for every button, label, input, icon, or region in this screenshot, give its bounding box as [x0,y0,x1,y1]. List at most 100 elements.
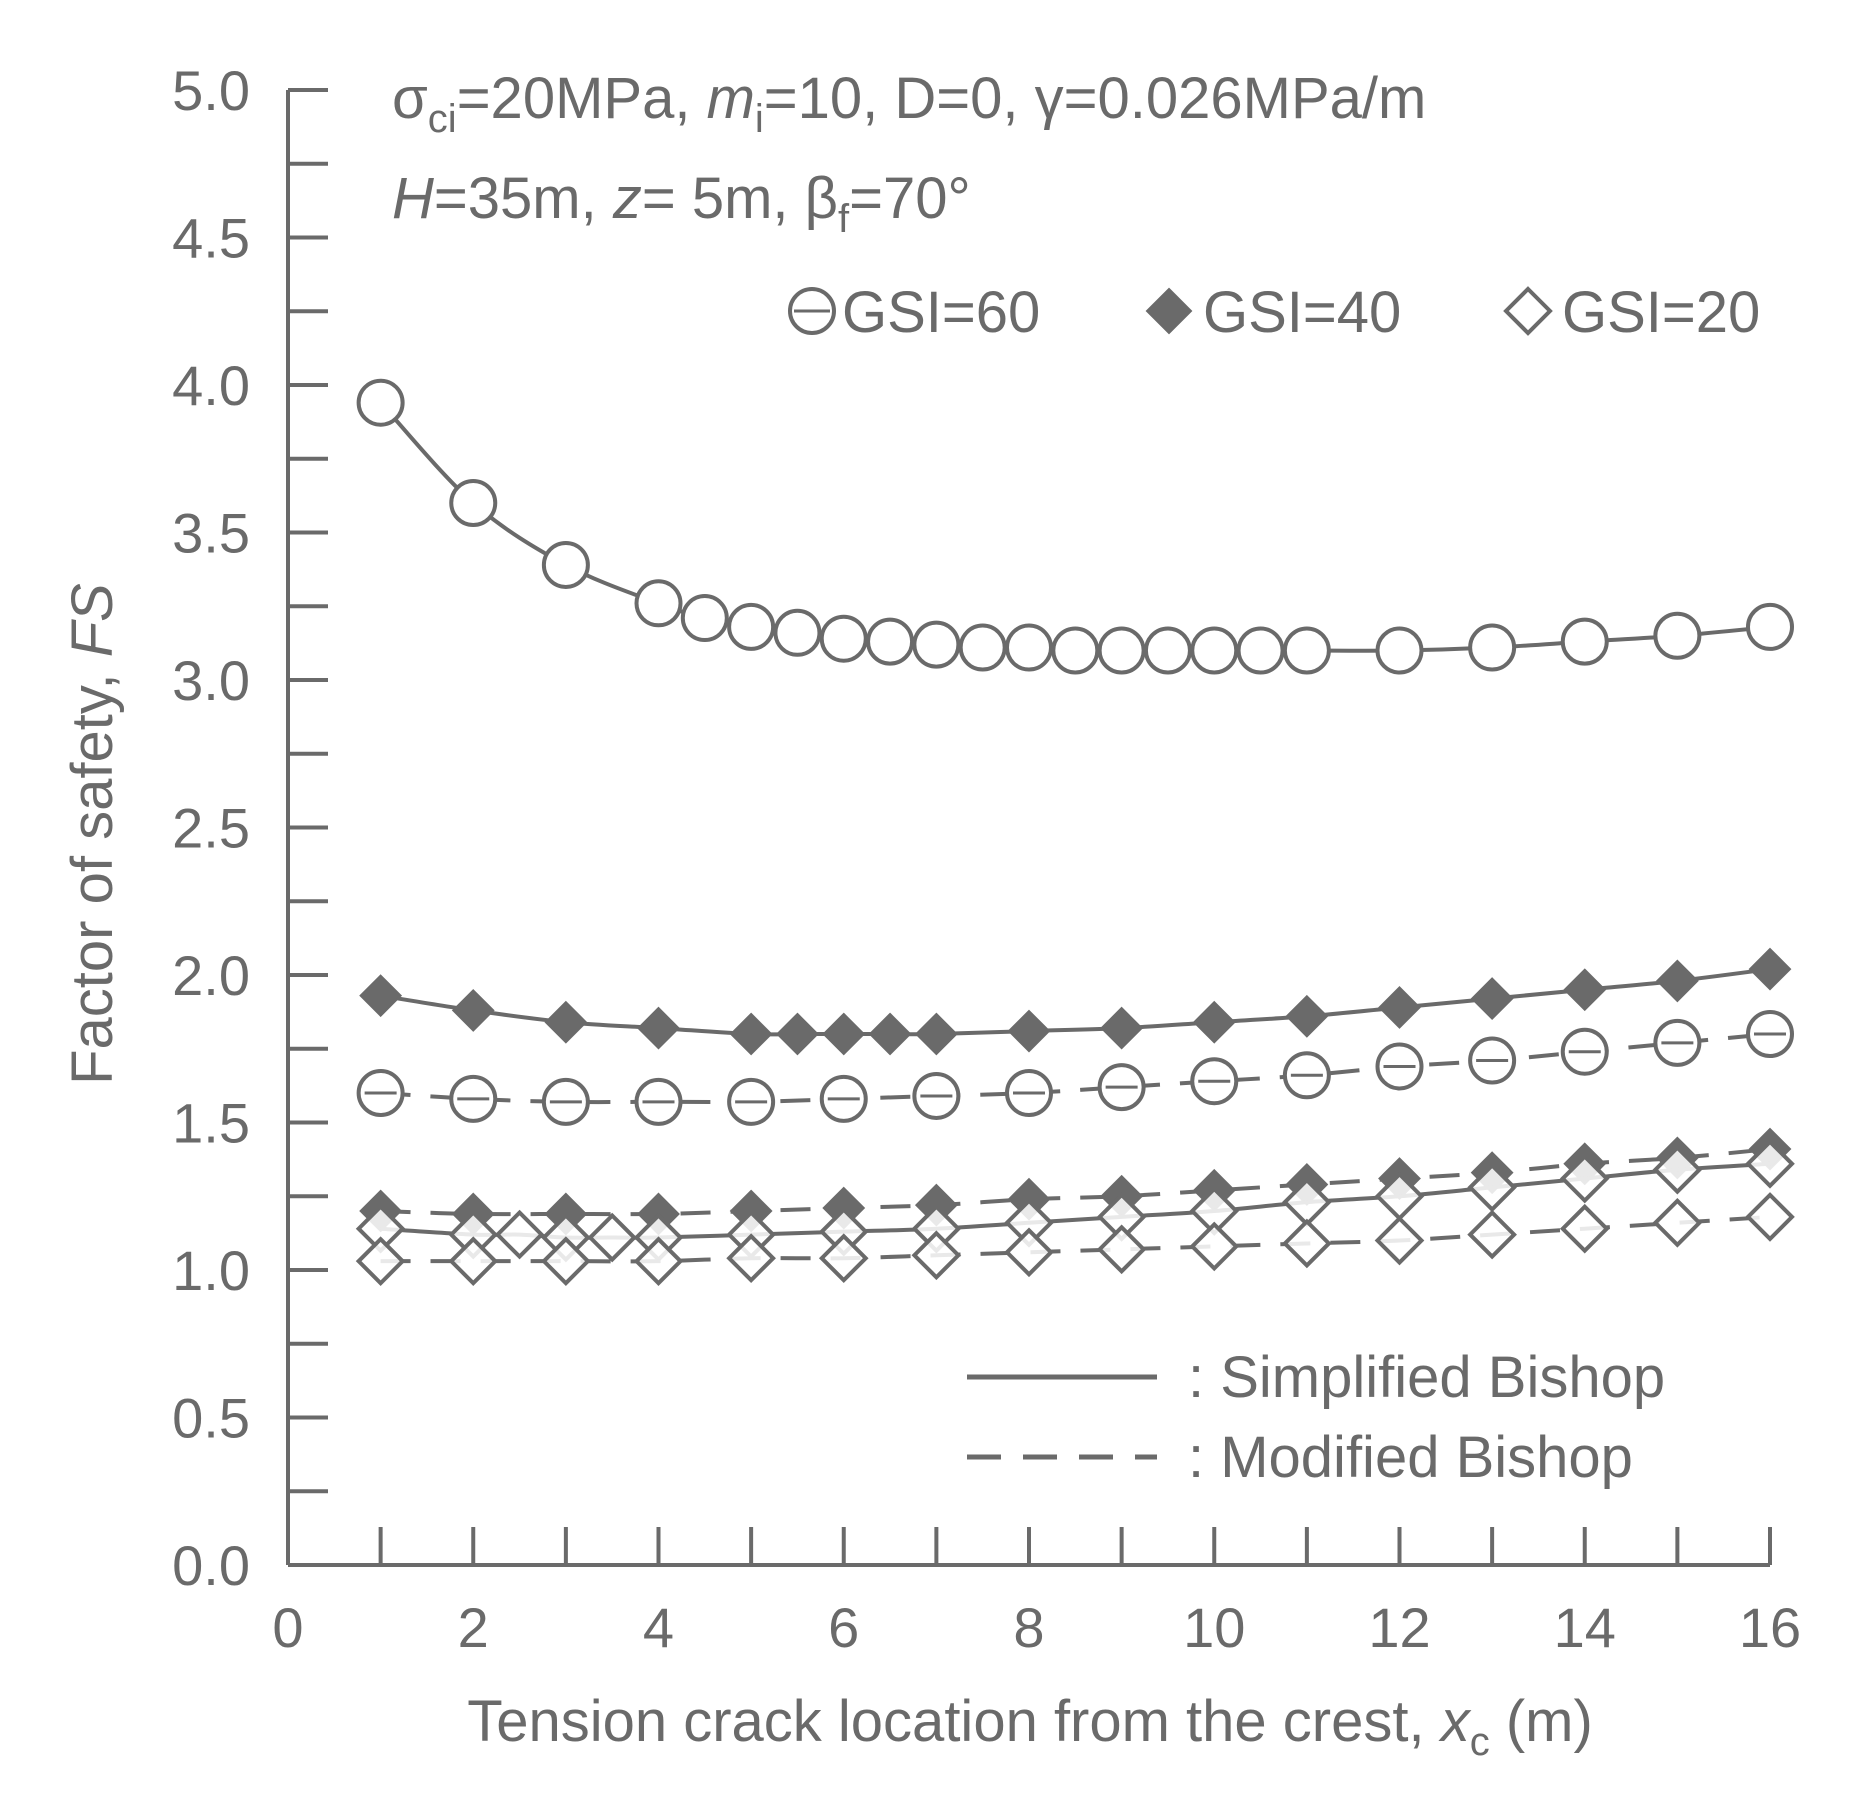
data-point-circle [356,1069,405,1117]
legend-gsi40-label: GSI=40 [1203,280,1401,345]
data-point-open-diamond [1467,1162,1517,1213]
data-point-open-diamond [494,1209,545,1260]
x-tick-label: 14 [1554,1596,1616,1659]
legend-gsi20-label: GSI=20 [1562,280,1760,345]
data-point-circle [1051,626,1100,675]
data-point-filled-diamond [1563,968,1607,1012]
series-line [380,1147,1771,1217]
x-axis-title: Tension crack location from the crest, x… [467,1689,1593,1764]
data-point-circle [449,479,498,527]
data-point-filled-diamond [637,1006,680,1050]
data-point-circle [1375,626,1424,675]
series-gsi-60-simplified-bishop [356,378,1794,675]
data-point-circle [1282,1051,1331,1100]
data-point-filled-diamond [544,1000,588,1044]
series-line [380,1032,1771,1105]
data-point-circle [1468,623,1517,672]
data-point-circle [1097,1063,1146,1112]
data-point-circle [1653,611,1702,660]
x-tick-label: 16 [1739,1596,1801,1659]
data-point-circle [680,594,729,643]
y-tick-label: 1.5 [172,1092,250,1155]
series-line [380,967,1771,1037]
data-point-circle [449,1074,498,1123]
annotation-line-2: H=35m, z= 5m, βf=70° [392,166,971,241]
data-point-filled-diamond [451,988,495,1032]
series-line [380,1161,1771,1240]
data-point-circle [866,617,915,666]
data-point-circle [1468,1036,1517,1085]
data-point-circle [819,614,868,663]
data-point-circle [727,602,776,651]
data-point-open-diamond [1189,1221,1240,1272]
data-point-circle [773,608,822,657]
data-point-open-diamond [355,1236,406,1286]
series-gsi-40-simplified-bishop [359,947,1792,1056]
data-point-filled-diamond [868,1012,912,1056]
data-point-filled-diamond [822,1012,866,1056]
data-point-circle [634,1077,683,1126]
data-point-circle [1236,626,1285,675]
marker-legend: GSI=60 GSI=40 GSI=20 [788,280,1760,345]
legend-gsi40-symbol [1145,287,1193,335]
axes: 0.0 0.5 1.0 1.5 2.0 2.5 3.0 3.5 4.0 4.5 5.0 0 2 4 6 8 10… [172,59,1801,1659]
x-tick-label: 0 [272,1596,303,1659]
data-point-open-diamond [1004,1227,1054,1278]
x-tick-label: 6 [828,1596,859,1659]
data-point-open-diamond [541,1236,591,1286]
x-tick-label: 8 [1013,1596,1044,1659]
data-point-circle [1005,623,1053,672]
data-point-open-diamond [726,1233,776,1284]
y-tick-label: 0.5 [172,1387,250,1450]
data-point-open-diamond [1745,1192,1795,1242]
data-point-open-diamond [587,1212,638,1263]
data-point-circle [541,1077,590,1126]
data-point-filled-diamond [1100,1006,1144,1050]
y-tick-label: 4.5 [172,207,250,270]
data-point-circle [1097,626,1146,675]
y-tick-label: 5.0 [172,59,250,122]
data-point-open-diamond [1559,1153,1610,1204]
y-tick-label: 3.5 [172,502,250,565]
legend-gsi60-label: GSI=60 [842,280,1040,345]
data-point-filled-diamond [914,1012,958,1056]
data-point-filled-diamond [1470,977,1514,1021]
data-point-open-diamond [448,1236,499,1286]
data-point-circle [1282,626,1331,675]
data-point-circle [1560,1027,1609,1076]
data-point-open-diamond [1559,1203,1610,1254]
data-point-filled-diamond [1285,994,1329,1038]
data-point-circle [1190,1057,1239,1106]
series-line [380,1214,1771,1264]
y-tick-label: 2.5 [172,797,250,860]
data-point-open-diamond [911,1230,962,1281]
annotation-line-1: σci=20MPa, mi=10, D=0, γ=0.026MPa/m [392,66,1426,141]
data-point-circle [1746,602,1794,651]
data-point-circle [727,1077,776,1126]
x-tick-label: 4 [643,1596,674,1659]
y-tick-label: 0.0 [172,1534,250,1597]
data-point-circle [541,540,590,589]
y-tick-label: 2.0 [172,944,250,1007]
legend-simplified-bishop: : Simplified Bishop [1188,1345,1665,1410]
data-point-open-diamond [1652,1144,1703,1195]
data-point-circle [819,1074,868,1123]
y-tick-label: 4.0 [172,354,250,417]
data-point-circle [958,623,1007,672]
data-point-circle [1746,1010,1794,1058]
data-point-filled-diamond [1192,1000,1236,1044]
series-layer [355,378,1795,1286]
y-tick-label: 1.0 [172,1239,250,1302]
data-point-open-diamond [1374,1215,1425,1266]
data-point-circle [912,620,961,669]
x-tick-label: 12 [1368,1596,1430,1659]
data-point-open-diamond [1652,1197,1703,1248]
data-point-open-diamond [1467,1209,1517,1260]
data-point-filled-diamond [1655,959,1699,1003]
x-tick-label: 10 [1183,1596,1245,1659]
data-point-circle [1005,1069,1053,1117]
data-point-circle [1190,626,1239,675]
y-axis-title: Factor of safety, FS [60,583,125,1085]
series-gsi-60-modified-bishop [356,1010,1794,1126]
